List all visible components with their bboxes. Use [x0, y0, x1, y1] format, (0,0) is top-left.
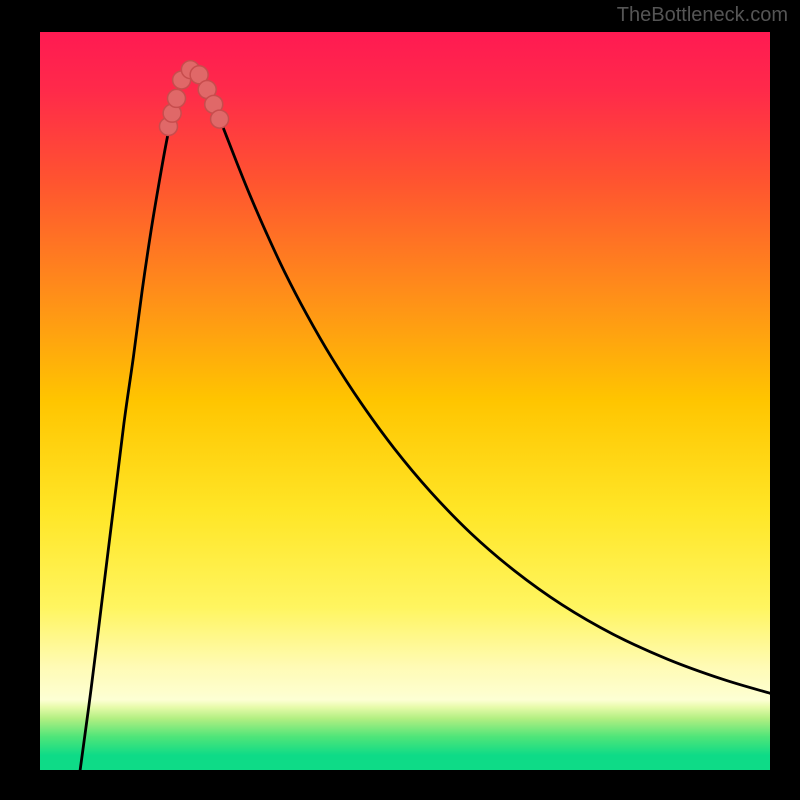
bottleneck-curve	[80, 69, 770, 770]
chart-plot-area	[40, 32, 770, 770]
valley-marker	[211, 110, 229, 128]
chart-svg-layer	[40, 32, 770, 770]
watermark-text: TheBottleneck.com	[617, 4, 788, 27]
valley-marker	[168, 89, 186, 107]
